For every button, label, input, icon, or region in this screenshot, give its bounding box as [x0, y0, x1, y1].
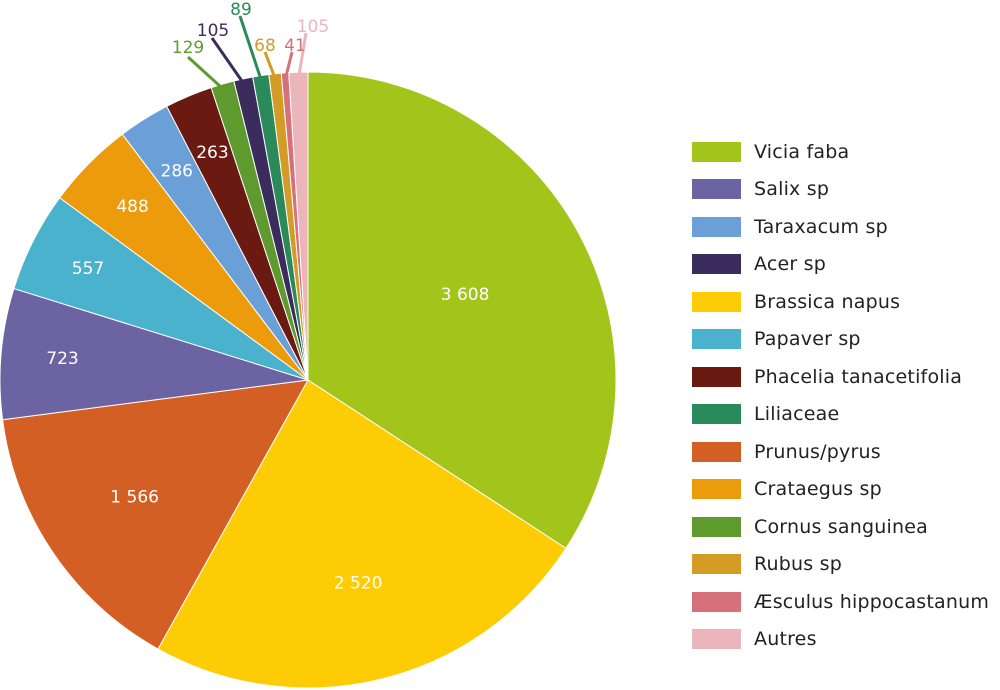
legend-label: Taraxacum sp — [754, 215, 888, 238]
legend-item-liliaceae: Liliaceae — [692, 396, 998, 434]
legend-label: Acer sp — [754, 253, 827, 276]
legend-swatch — [692, 254, 741, 275]
data-label-liliaceae: 89 — [230, 0, 252, 20]
legend-swatch — [692, 366, 741, 387]
legend-label: Phacelia tanacetifolia — [754, 365, 963, 388]
legend-item-vicia-faba: Vicia faba — [692, 133, 998, 171]
legend-swatch — [692, 291, 741, 312]
legend-item-cornus-sanguinea: Cornus sanguinea — [692, 508, 998, 546]
data-label-acer-sp: 105 — [197, 21, 229, 41]
data-label-taraxacum-sp: 286 — [161, 161, 193, 181]
data-label-phacelia-tanacetifolia: 263 — [196, 143, 228, 163]
legend-item-salix-sp: Salix sp — [692, 171, 998, 209]
legend-swatch — [692, 329, 741, 350]
slice-vicia-faba — [307, 71, 617, 550]
legend-item-prunus-pyrus: Prunus/pyrus — [692, 433, 998, 471]
legend-swatch — [692, 141, 741, 162]
legend-swatch — [692, 591, 741, 612]
slice-prunus-pyrus — [2, 379, 309, 650]
leader-line-cornus-sanguinea — [186, 55, 226, 91]
leader-line-acer-sp — [210, 37, 246, 86]
legend-item-rubus-sp: Rubus sp — [692, 546, 998, 584]
legend-item-papaver-sp: Papaver sp — [692, 321, 998, 359]
legend-label: Crataegus sp — [754, 478, 882, 501]
leader-line-autres — [297, 32, 308, 79]
data-label-cornus-sanguinea: 129 — [172, 38, 204, 58]
data-label-salix-sp: 723 — [46, 349, 78, 369]
data-label-brassica-napus: 2 520 — [334, 573, 383, 593]
data-label-vicia-faba: 3 608 — [441, 285, 490, 305]
legend: Vicia faba Salix sp Taraxacum sp Acer sp Bra… — [692, 133, 998, 658]
legend-item-autres: Autres — [692, 621, 998, 659]
legend-item-crataegus-sp: Crataegus sp — [692, 471, 998, 509]
slice-salix-sp — [0, 287, 309, 421]
legend-swatch — [692, 216, 741, 237]
data-label-crataegus-sp: 488 — [116, 197, 148, 217]
legend-swatch — [692, 629, 741, 650]
legend-swatch — [692, 554, 741, 575]
legend-label: Autres — [754, 628, 817, 651]
leader-line-rubus-sp — [263, 51, 278, 81]
legend-label: Liliaceae — [754, 403, 840, 426]
legend-swatch — [692, 516, 741, 537]
legend-swatch — [692, 179, 741, 200]
legend-swatch — [692, 404, 741, 425]
legend-label: Æsculus hippocastanum — [754, 590, 990, 613]
legend-item-acer-sp: Acer sp — [692, 246, 998, 284]
legend-swatch — [692, 441, 741, 462]
legend-swatch — [692, 479, 741, 500]
leader-line-sculus-hippocastanum — [283, 51, 294, 80]
legend-label: Prunus/pyrus — [754, 440, 881, 463]
legend-item-phacelia-tanacetifolia: Phacelia tanacetifolia — [692, 358, 998, 396]
data-label-sculus-hippocastanum: 41 — [284, 36, 306, 56]
legend-label: Salix sp — [754, 178, 830, 201]
legend-item-sculus-hippocastanum: Æsculus hippocastanum — [692, 583, 998, 621]
leader-line-liliaceae — [238, 15, 264, 83]
legend-label: Vicia faba — [754, 140, 850, 163]
data-label-rubus-sp: 68 — [254, 36, 276, 56]
legend-item-brassica-napus: Brassica napus — [692, 283, 998, 321]
legend-item-taraxacum-sp: Taraxacum sp — [692, 208, 998, 246]
slice-brassica-napus — [157, 379, 567, 689]
legend-label: Rubus sp — [754, 553, 842, 576]
legend-label: Brassica napus — [754, 290, 901, 313]
data-label-prunus-pyrus: 1 566 — [110, 488, 159, 508]
data-label-autres: 105 — [297, 17, 329, 37]
data-label-papaver-sp: 557 — [72, 259, 104, 279]
legend-label: Cornus sanguinea — [754, 515, 928, 538]
legend-label: Papaver sp — [754, 328, 861, 351]
